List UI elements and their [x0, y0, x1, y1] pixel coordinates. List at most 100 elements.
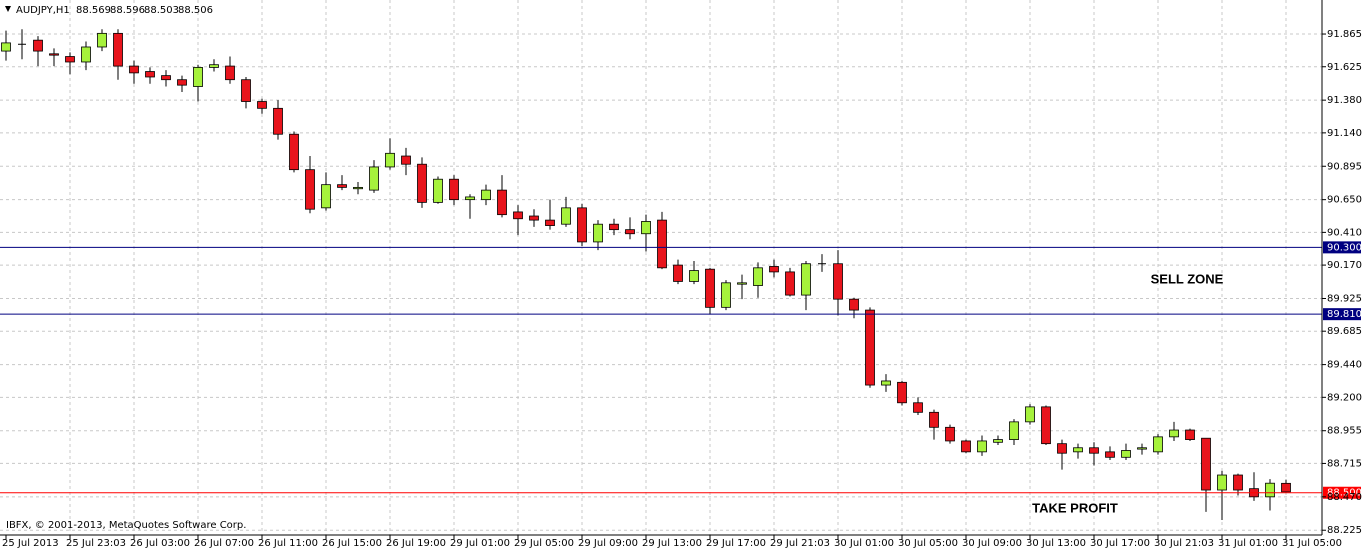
body [769, 266, 779, 273]
body [1009, 421, 1019, 440]
level-label: 89.810 [1327, 309, 1362, 320]
body [481, 189, 491, 201]
y-tick-label: 90.650 [1327, 195, 1362, 206]
x-tick-label: 26 Jul 19:00 [386, 538, 446, 549]
x-tick-label: 29 Jul 09:00 [578, 538, 638, 549]
body [97, 32, 107, 48]
body [465, 196, 475, 201]
body [625, 229, 635, 235]
body [49, 53, 59, 56]
body [305, 169, 315, 210]
body [529, 215, 539, 221]
body [1217, 474, 1227, 491]
body [801, 263, 811, 296]
body [225, 65, 235, 81]
body [961, 440, 971, 453]
body [945, 426, 955, 442]
body [161, 75, 171, 81]
body [737, 282, 747, 285]
body [1169, 429, 1179, 438]
y-tick-label: 91.380 [1327, 95, 1362, 106]
body [721, 282, 731, 308]
body [497, 189, 507, 216]
body [321, 184, 331, 209]
body [1281, 482, 1291, 493]
y-tick-label: 88.225 [1327, 525, 1362, 536]
body [577, 207, 587, 243]
level-tag [1323, 241, 1361, 254]
x-tick-label: 29 Jul 05:00 [514, 538, 574, 549]
body [977, 440, 987, 453]
body [177, 79, 187, 86]
body [433, 178, 443, 203]
body [401, 155, 411, 165]
body [641, 221, 651, 235]
x-tick-label: 26 Jul 03:00 [130, 538, 190, 549]
body [1265, 482, 1275, 498]
body [449, 178, 459, 201]
body [289, 133, 299, 171]
header-icon [5, 6, 11, 12]
body [65, 56, 75, 63]
y-tick-label: 89.925 [1327, 293, 1362, 304]
x-tick-label: 25 Jul 2013 [2, 538, 59, 549]
body [33, 39, 43, 52]
body [1089, 447, 1099, 454]
body [929, 411, 939, 428]
body [1137, 447, 1147, 450]
body [337, 184, 347, 188]
body [881, 380, 891, 386]
body [609, 223, 619, 231]
body [1025, 406, 1035, 423]
level-label: 88.500 [1327, 488, 1362, 499]
y-tick-label: 91.865 [1327, 29, 1362, 40]
body [113, 32, 123, 67]
x-tick-label: 29 Jul 17:00 [706, 538, 766, 549]
body [385, 152, 395, 168]
body [513, 211, 523, 220]
body [1, 42, 11, 52]
take-profit-label: TAKE PROFIT [1032, 500, 1118, 515]
x-tick-label: 25 Jul 23:03 [66, 538, 126, 549]
body [561, 207, 571, 225]
x-tick-label: 30 Jul 01:00 [834, 538, 894, 549]
body [913, 402, 923, 413]
body [689, 270, 699, 282]
y-tick-label: 88.470 [1327, 492, 1362, 503]
body [673, 264, 683, 282]
last-low: 88.503 [144, 5, 179, 16]
x-tick-label: 26 Jul 11:00 [258, 538, 318, 549]
body [753, 267, 763, 286]
body [1185, 429, 1195, 440]
level-label: 90.300 [1327, 242, 1362, 253]
body [1121, 450, 1131, 458]
y-tick-label: 89.685 [1327, 326, 1362, 337]
body [241, 79, 251, 102]
body [1057, 443, 1067, 454]
body [129, 65, 139, 74]
candles [1, 29, 1291, 521]
x-tick-label: 26 Jul 15:00 [322, 538, 382, 549]
last-high: 88.596 [110, 5, 145, 16]
body [833, 263, 843, 300]
body [417, 163, 427, 203]
sell-zone-label: SELL ZONE [1151, 271, 1224, 286]
body [993, 439, 1003, 443]
body [273, 107, 283, 135]
x-tick-label: 31 Jul 01:00 [1218, 538, 1278, 549]
body [657, 219, 667, 269]
level-tag [1323, 486, 1361, 499]
body [81, 46, 91, 63]
y-tick-label: 89.440 [1327, 360, 1362, 371]
body [1105, 451, 1115, 458]
symbol: AUDJPY,H1 [16, 5, 70, 16]
y-tick-label: 90.170 [1327, 260, 1362, 271]
level-tag [1323, 308, 1361, 321]
x-tick-label: 30 Jul 13:00 [1026, 538, 1086, 549]
body [145, 71, 155, 78]
x-tick-label: 30 Jul 17:00 [1090, 538, 1150, 549]
body [257, 101, 267, 109]
x-tick-label: 30 Jul 05:00 [898, 538, 958, 549]
y-tick-label: 88.955 [1327, 426, 1362, 437]
